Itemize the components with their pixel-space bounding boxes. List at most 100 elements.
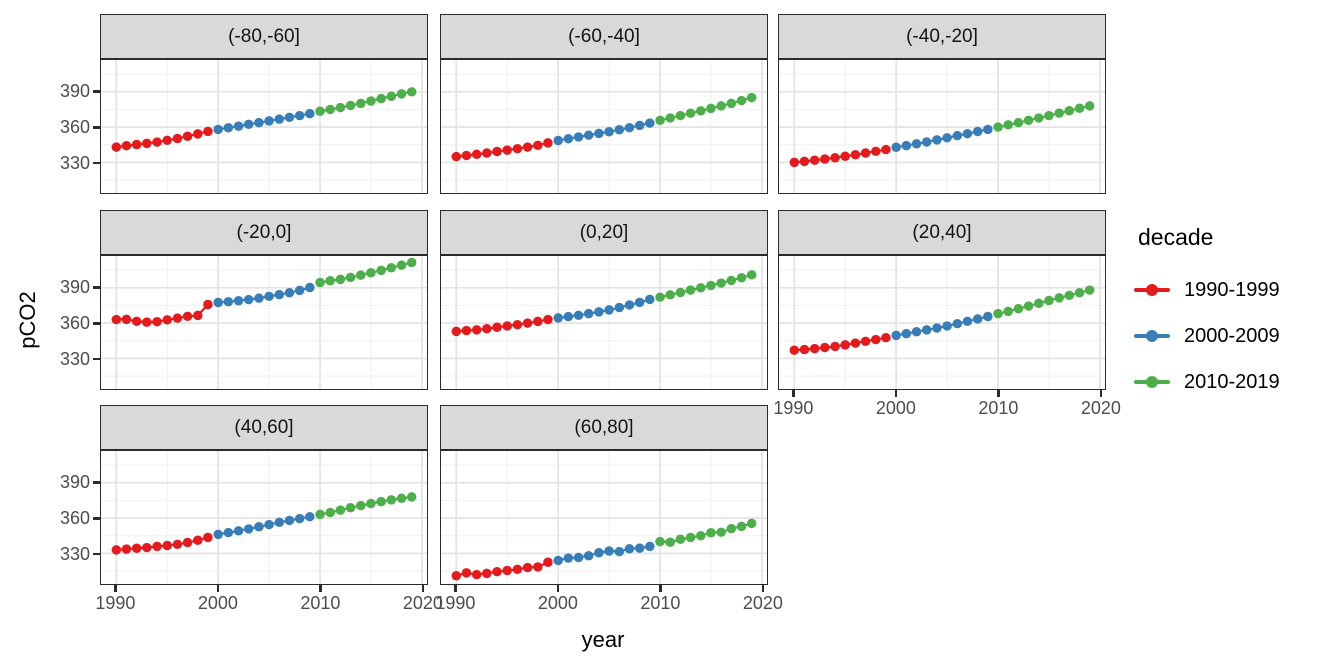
data-point: [111, 314, 122, 325]
legend: decade 1990-1999 2000-2009 2010-2019: [1132, 224, 1342, 415]
data-point: [356, 270, 366, 280]
data-point: [696, 106, 706, 116]
data-point: [152, 316, 162, 327]
data-point: [193, 535, 203, 545]
x-tick-label: 2020: [402, 593, 443, 613]
data-point: [315, 277, 325, 288]
data-point: [543, 138, 553, 148]
data-point: [406, 492, 417, 502]
y-tick-mark: [93, 322, 100, 325]
y-tick-label: 360: [59, 117, 90, 138]
data-point: [1023, 301, 1034, 311]
x-tick-label: 1990: [773, 398, 814, 418]
data-point: [471, 325, 482, 335]
data-point: [502, 145, 512, 155]
data-point: [830, 341, 840, 352]
data-point: [533, 140, 543, 151]
series-line-2000-2009: [558, 298, 651, 319]
data-point: [932, 135, 942, 145]
data-point: [492, 566, 502, 577]
data-point: [512, 143, 523, 154]
data-point: [942, 133, 952, 143]
y-tick-label: 390: [59, 81, 90, 102]
data-point: [522, 318, 533, 328]
data-point: [482, 148, 492, 158]
data-point: [284, 288, 295, 298]
data-point: [492, 322, 502, 332]
data-point: [335, 274, 346, 285]
data-point: [726, 275, 737, 286]
legend-entry: 2010-2019: [1132, 369, 1342, 395]
data-point: [820, 154, 830, 164]
series-line-2000-2009: [896, 128, 989, 149]
data-point: [655, 536, 665, 547]
data-point: [665, 290, 675, 300]
data-point: [746, 518, 757, 529]
facet-panel: [440, 59, 768, 194]
data-point: [789, 157, 800, 168]
data-point: [1074, 103, 1085, 114]
data-point: [451, 326, 462, 337]
data-point: [121, 544, 132, 554]
data-point: [182, 537, 193, 548]
data-point: [972, 314, 983, 324]
data-point: [840, 340, 850, 350]
y-tick-label: 360: [59, 508, 90, 529]
facet-strip: (-60,-40]: [440, 14, 768, 59]
x-tick-label: 2000: [537, 593, 578, 613]
series-line-2000-2009: [557, 121, 651, 142]
data-point: [655, 292, 665, 302]
data-point: [983, 311, 993, 322]
data-point: [142, 317, 152, 327]
data-point: [172, 133, 183, 144]
x-tick-mark: [894, 390, 898, 397]
data-point: [1013, 303, 1024, 314]
data-point: [624, 544, 635, 554]
data-point: [604, 305, 614, 315]
data-point: [233, 526, 244, 536]
data-point: [706, 528, 716, 538]
data-point: [932, 323, 942, 333]
data-point: [492, 146, 502, 157]
data-point: [142, 138, 152, 149]
data-point: [254, 117, 264, 128]
data-point: [696, 530, 706, 541]
legend-entry-label: 2010-2019: [1184, 370, 1280, 393]
data-point: [594, 128, 604, 139]
series-line-1990-1999: [794, 336, 887, 352]
y-tick-mark: [93, 161, 100, 165]
x-tick-label: 2000: [875, 398, 916, 418]
data-point: [726, 98, 737, 109]
data-point: [315, 106, 325, 116]
data-point: [471, 569, 482, 580]
data-point: [203, 532, 213, 543]
data-point: [583, 308, 594, 319]
data-point: [366, 96, 376, 106]
data-point: [675, 287, 686, 298]
data-point: [131, 139, 142, 150]
data-point: [736, 95, 747, 106]
data-point: [482, 323, 492, 334]
data-point: [223, 296, 234, 307]
series-line-2010-2019: [997, 289, 1090, 315]
data-point: [624, 300, 635, 310]
data-point: [305, 282, 315, 293]
data-point: [325, 104, 335, 115]
data-point: [1084, 101, 1095, 111]
series-line-1990-1999: [456, 141, 549, 158]
series-line-1990-1999: [456, 561, 549, 577]
data-point: [386, 91, 397, 101]
data-point: [675, 534, 686, 545]
data-point: [962, 316, 973, 327]
x-tick-label: 2010: [978, 398, 1019, 418]
data-point: [345, 100, 356, 111]
data-point: [356, 98, 366, 109]
data-point: [634, 543, 645, 553]
data-point: [871, 146, 881, 157]
data-point: [706, 280, 716, 291]
data-point: [881, 332, 891, 343]
x-tick-mark: [997, 390, 1000, 397]
data-point: [604, 546, 614, 556]
data-point: [233, 295, 244, 306]
data-point: [901, 140, 912, 151]
